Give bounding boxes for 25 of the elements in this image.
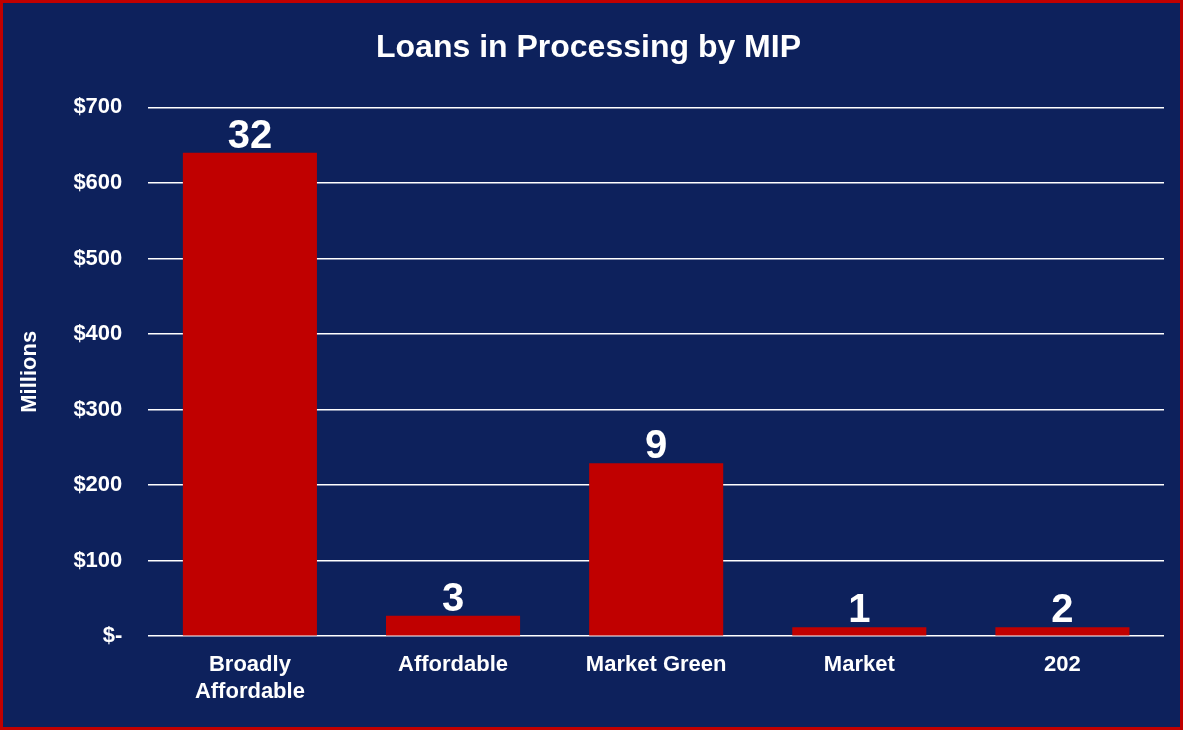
- y-tick-label: $400: [73, 320, 123, 346]
- x-tick-label: Market: [823, 651, 896, 677]
- annotation: 9: [645, 422, 668, 467]
- y-tick-label: $300: [73, 395, 123, 421]
- y-tick-label: $200: [73, 471, 123, 497]
- y-axis-title: Millions: [16, 330, 42, 413]
- annotation: 2: [1051, 586, 1074, 631]
- annotation: 32: [227, 111, 273, 156]
- bar: [182, 152, 317, 636]
- y-tick-label: $-: [102, 622, 123, 648]
- x-tick-label: Market Green: [585, 651, 727, 677]
- bar: [792, 627, 927, 636]
- y-tick-label: $700: [73, 93, 123, 119]
- bar: [589, 463, 724, 636]
- annotation: 1: [848, 586, 871, 631]
- bar: [386, 615, 521, 636]
- x-tick-label: 202: [1044, 651, 1081, 677]
- bar: [995, 627, 1130, 636]
- y-tick-label: $500: [73, 244, 123, 270]
- y-tick-label: $100: [73, 546, 123, 572]
- x-tick-label: Affordable: [398, 651, 509, 677]
- chart-title: Loans in Processing by MIP: [376, 28, 801, 65]
- y-tick-label: $600: [73, 169, 123, 195]
- annotation: 3: [441, 574, 465, 619]
- x-tick-label: Broadly Affordable: [194, 651, 305, 703]
